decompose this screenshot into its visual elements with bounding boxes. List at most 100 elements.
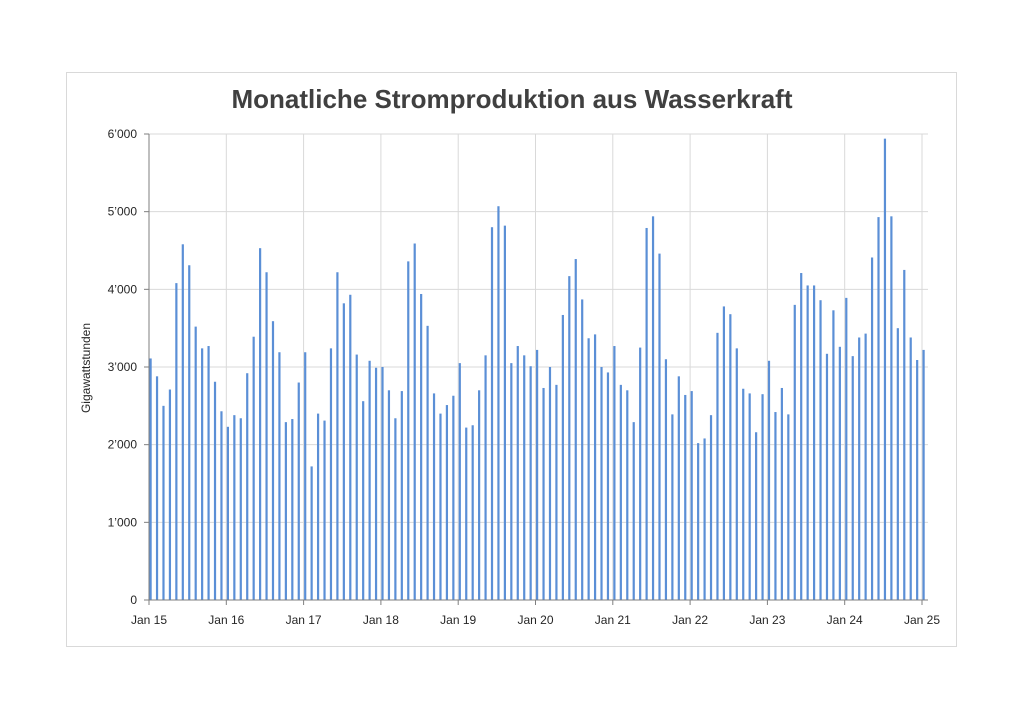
bar <box>922 349 925 600</box>
bar <box>465 427 468 600</box>
bar <box>329 348 333 600</box>
bar <box>819 300 822 600</box>
bar <box>155 376 159 600</box>
y-tick-label: 3’000 <box>108 360 138 374</box>
y-tick-label: 5’000 <box>108 205 138 219</box>
bar <box>529 366 532 600</box>
bar <box>639 347 642 600</box>
bar <box>239 418 242 600</box>
bar <box>690 391 693 600</box>
bar <box>909 337 912 600</box>
bar <box>278 352 281 600</box>
bar <box>452 395 455 600</box>
bar <box>548 367 552 600</box>
bar <box>800 273 803 600</box>
bar <box>677 376 680 600</box>
bar <box>201 348 204 600</box>
bar <box>916 360 919 600</box>
bar <box>755 432 758 600</box>
bar <box>555 384 558 600</box>
x-tick-label: Jan 24 <box>827 613 863 627</box>
y-tick-label: 4’000 <box>108 282 138 296</box>
bar <box>194 326 197 600</box>
bar <box>478 390 481 600</box>
x-tick-label: Jan 21 <box>595 613 631 627</box>
bar <box>780 387 783 600</box>
bar <box>709 415 713 600</box>
bar <box>355 354 358 600</box>
bar <box>271 321 275 600</box>
bar <box>825 353 829 600</box>
bar <box>626 390 629 600</box>
bar <box>310 466 313 600</box>
bar <box>536 349 539 600</box>
bar <box>870 257 874 600</box>
chart-title: Monatliche Stromproduktion aus Wasserkra… <box>231 84 793 114</box>
bar <box>413 243 416 600</box>
bar <box>793 304 796 600</box>
y-axis-title: Gigawattstunden <box>79 323 93 413</box>
x-tick-label: Jan 19 <box>440 613 476 627</box>
bar <box>291 419 294 600</box>
bar <box>735 348 738 600</box>
bar <box>742 388 745 600</box>
bar <box>806 285 809 600</box>
bar <box>407 261 410 600</box>
bar <box>774 412 777 600</box>
bar <box>593 334 597 600</box>
bar <box>574 259 577 600</box>
bar <box>684 394 687 600</box>
bar <box>851 356 854 600</box>
bar <box>175 283 178 600</box>
bar <box>703 438 706 600</box>
bar <box>671 414 674 600</box>
bar <box>297 382 300 600</box>
x-tick-label: Jan 18 <box>363 613 399 627</box>
bar <box>613 346 616 600</box>
x-tick-label: Jan 16 <box>208 613 244 627</box>
bar <box>510 363 513 600</box>
bar <box>561 314 564 600</box>
bar <box>259 248 262 601</box>
bar <box>697 443 700 600</box>
bar <box>523 355 526 600</box>
bar <box>381 367 384 600</box>
bar <box>168 389 172 600</box>
bar <box>542 387 545 600</box>
bar <box>858 337 861 600</box>
bar <box>503 225 506 600</box>
bar <box>722 306 726 600</box>
bar <box>606 372 610 600</box>
bar <box>252 336 255 600</box>
bar <box>181 244 184 600</box>
x-tick-label: Jan 25 <box>904 613 940 627</box>
bar <box>664 359 668 600</box>
bar <box>445 405 449 600</box>
bar <box>767 360 771 600</box>
bar <box>903 269 906 600</box>
bar <box>883 138 887 600</box>
bar <box>651 216 655 600</box>
bars <box>149 138 925 601</box>
bar <box>658 253 661 600</box>
bar <box>645 227 648 600</box>
bar <box>748 393 751 600</box>
bar <box>838 346 841 600</box>
bar <box>587 338 590 600</box>
bar <box>787 414 790 600</box>
bar <box>568 276 571 600</box>
bar <box>265 272 268 600</box>
bar <box>426 325 429 600</box>
bar <box>362 401 365 600</box>
bar <box>246 373 249 600</box>
bar <box>497 206 500 601</box>
bar <box>516 346 519 600</box>
bar <box>812 285 816 600</box>
bar <box>832 310 835 600</box>
x-tick-label: Jan 23 <box>749 613 785 627</box>
bar <box>484 355 487 600</box>
bar <box>188 265 191 600</box>
bar <box>716 332 719 600</box>
y-tick-label: 6’000 <box>108 127 138 141</box>
